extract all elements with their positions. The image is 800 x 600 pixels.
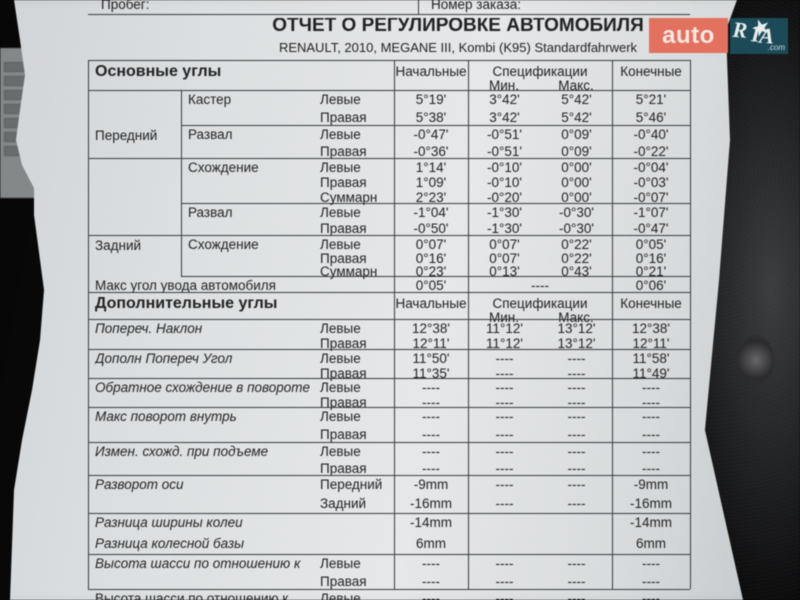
svg-text:R: R bbox=[731, 18, 748, 43]
